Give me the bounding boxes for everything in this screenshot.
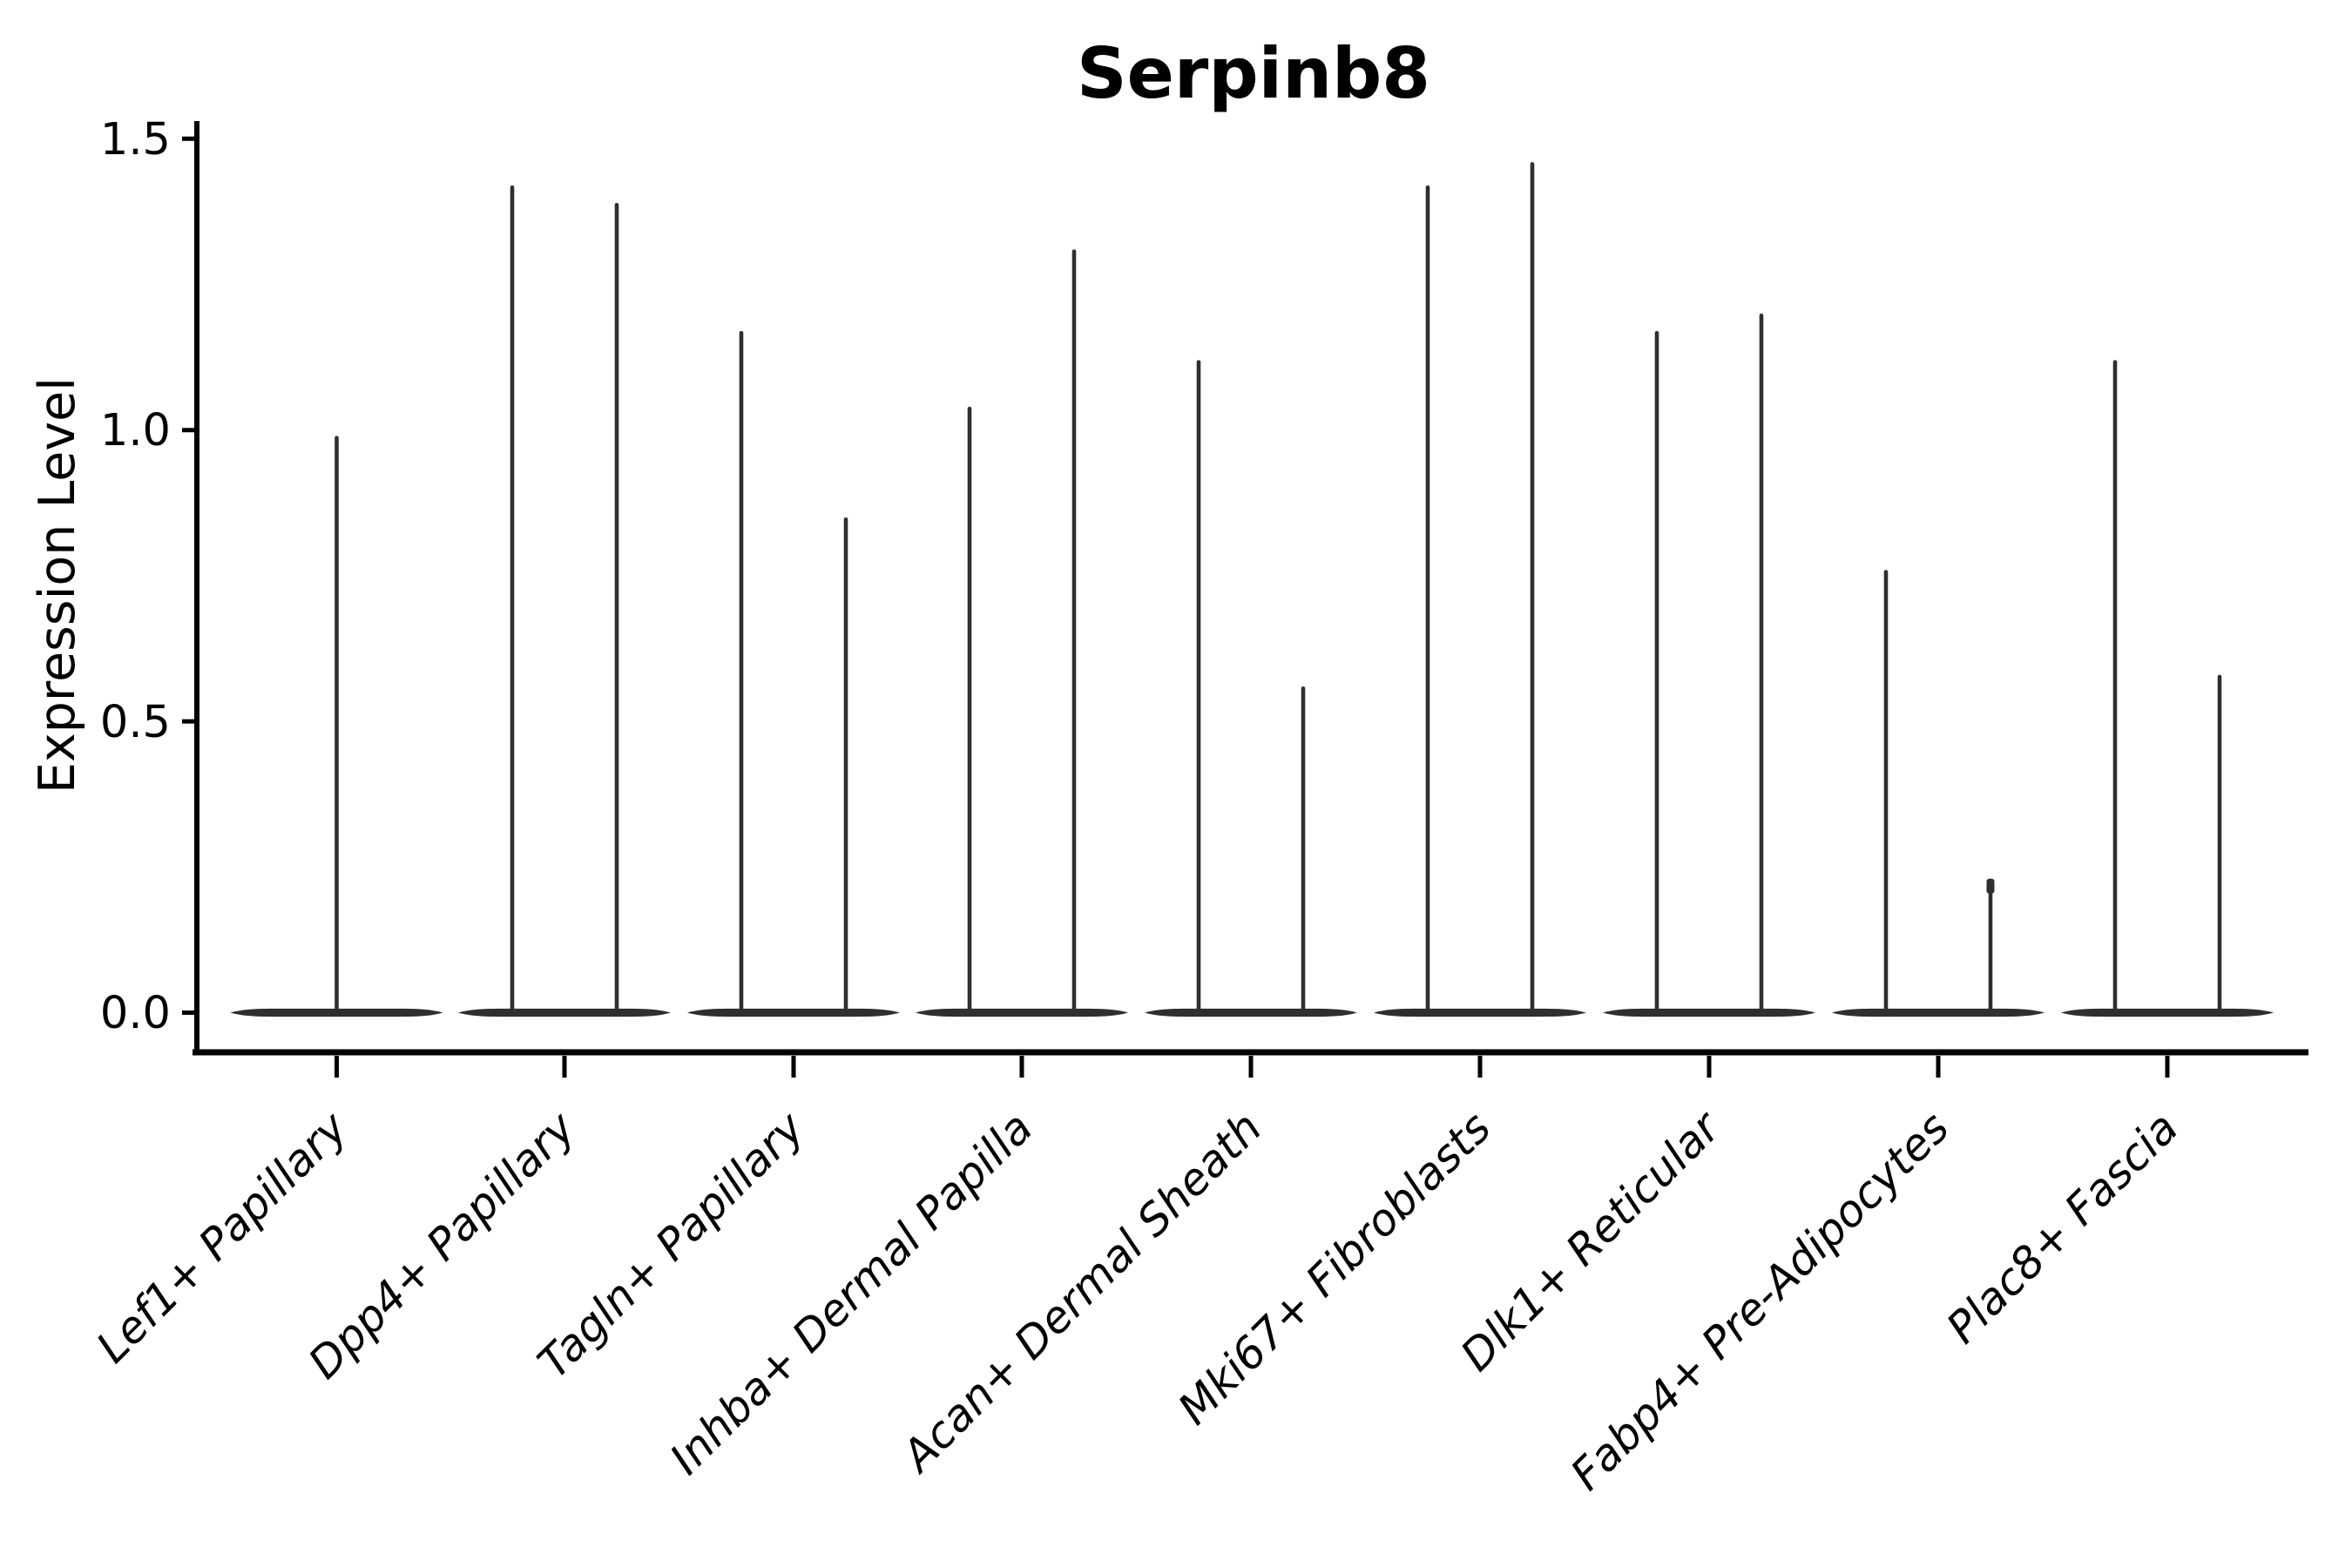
y-tick-label: 0.5 [100, 697, 171, 748]
violin-zero-bulk [1374, 1008, 1586, 1017]
violin-spike [1196, 360, 1201, 1015]
violin-spike [1071, 249, 1077, 1015]
violin-zero-bulk [1145, 1008, 1357, 1017]
violin-series [230, 162, 2274, 1017]
x-tick-label: Fabp4+ Pre-Adipocytes [1561, 1102, 1959, 1500]
violin-spike [843, 517, 848, 1015]
y-tick-label: 0.0 [100, 988, 171, 1039]
x-tick-label: Plac8+ Fascia [1937, 1102, 2188, 1353]
violin-zero-bulk [916, 1008, 1128, 1017]
violin-zero-bulk [1603, 1008, 1815, 1017]
violin-zero-bulk [458, 1008, 671, 1017]
y-tick-label: 1.0 [100, 405, 171, 456]
violin-spike [1301, 686, 1306, 1015]
violin-zero-bulk [2061, 1008, 2274, 1017]
y-axis-label: Expression Level [29, 377, 86, 794]
violin-spike-cap [1986, 878, 1995, 894]
violin-spike [1425, 185, 1430, 1015]
violin-spike [1759, 313, 1764, 1015]
violin-spike [2112, 360, 2118, 1015]
violin-spike [967, 406, 972, 1015]
violin-spike [614, 202, 619, 1015]
chart-title: Serpinb8 [1077, 33, 1430, 114]
x-tick-label: Lef1+ Papillary [87, 1101, 358, 1372]
violin-spike [1988, 878, 1993, 1015]
violin-spike [2217, 674, 2222, 1015]
violin-spike [510, 185, 515, 1015]
x-tick-label: Acan+ Dermal Sheath [891, 1102, 1272, 1483]
violin-spike [739, 331, 744, 1015]
violin-zero-bulk [1832, 1008, 2044, 1017]
y-tick-label: 1.5 [100, 114, 171, 166]
violin-spike [335, 436, 339, 1015]
violin-zero-bulk [687, 1008, 900, 1017]
violin-spike [1883, 570, 1889, 1015]
violin-spike [1530, 162, 1535, 1015]
violin-spike [1654, 331, 1659, 1015]
x-tick-label: Inhba+ Dermal Papilla [660, 1102, 1042, 1484]
